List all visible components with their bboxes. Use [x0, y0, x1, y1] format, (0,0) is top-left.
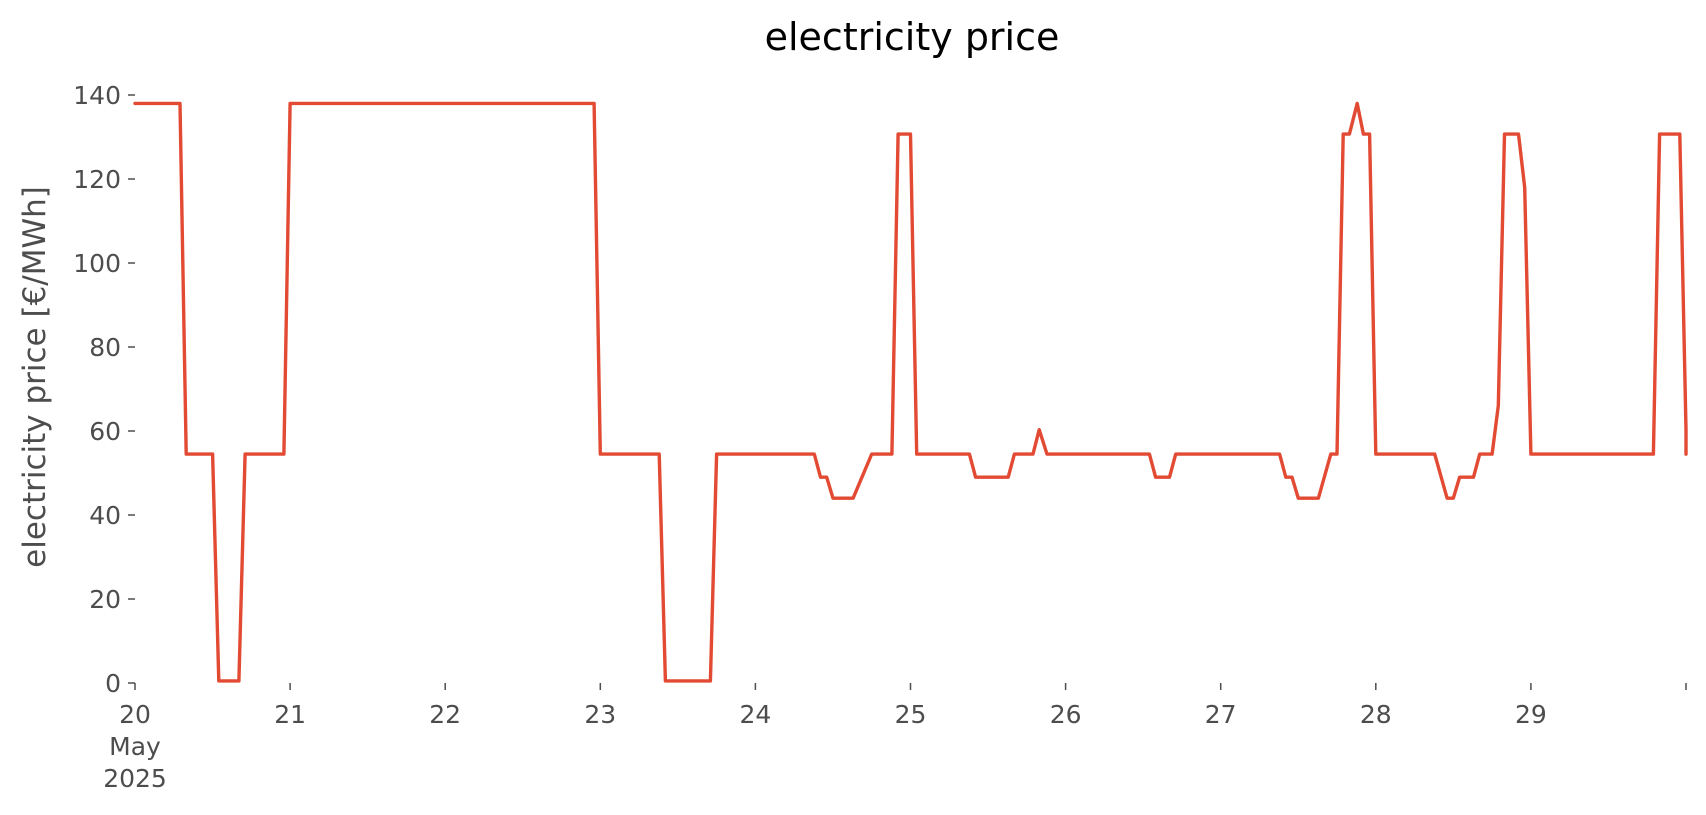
y-tick-label: 100	[73, 249, 121, 278]
x-tick-label: 24	[739, 700, 771, 729]
x-tick-label: 23	[584, 700, 616, 729]
y-axis-label: electricity price [€/MWh]	[17, 186, 53, 568]
y-tick-label: 60	[89, 417, 121, 446]
x-tick-label: 22	[429, 700, 461, 729]
series-group	[133, 101, 1688, 683]
x-tick-label: 29	[1515, 700, 1547, 729]
y-tick-label: 80	[89, 333, 121, 362]
x-tick-label: 20 May 2025	[103, 700, 167, 793]
y-tick-label: 40	[89, 501, 121, 530]
y-tick-label: 0	[105, 669, 121, 698]
x-axis-ticks: 20 May 2025 21 22 23 24 25 26 27 28 29	[103, 683, 1687, 793]
x-tick-label: 25	[895, 700, 927, 729]
x-tick-label: 27	[1205, 700, 1237, 729]
y-tick-label: 140	[73, 81, 121, 110]
x-tick-label: 28	[1360, 700, 1392, 729]
x-tick-label: 26	[1050, 700, 1082, 729]
y-tick-label: 20	[89, 585, 121, 614]
price-series-line	[133, 101, 1688, 683]
y-tick-label: 120	[73, 165, 121, 194]
chart-title: electricity price	[765, 15, 1060, 59]
x-tick-label: 21	[274, 700, 306, 729]
y-axis-ticks: 0 20 40 60 80 100 120 140	[73, 81, 135, 698]
